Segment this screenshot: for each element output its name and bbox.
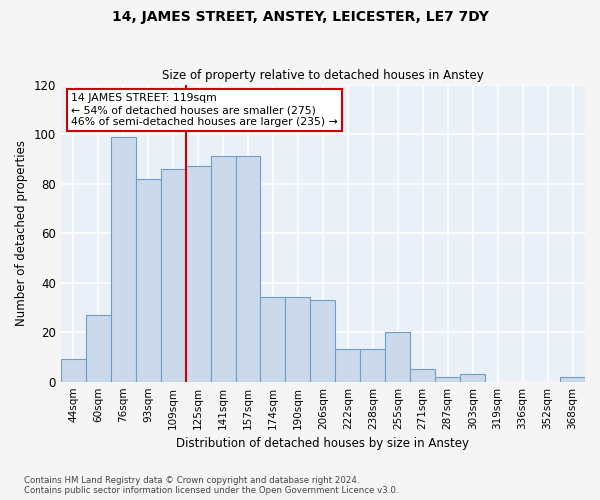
Bar <box>286 298 310 382</box>
Text: Contains HM Land Registry data © Crown copyright and database right 2024.
Contai: Contains HM Land Registry data © Crown c… <box>24 476 398 495</box>
Bar <box>111 136 136 382</box>
Bar <box>236 156 260 382</box>
Text: 14, JAMES STREET, ANSTEY, LEICESTER, LE7 7DY: 14, JAMES STREET, ANSTEY, LEICESTER, LE7… <box>112 10 488 24</box>
Bar <box>335 350 361 382</box>
Bar <box>435 376 460 382</box>
Bar <box>260 298 286 382</box>
Text: 14 JAMES STREET: 119sqm
← 54% of detached houses are smaller (275)
46% of semi-d: 14 JAMES STREET: 119sqm ← 54% of detache… <box>71 94 338 126</box>
Bar <box>185 166 211 382</box>
Y-axis label: Number of detached properties: Number of detached properties <box>15 140 28 326</box>
Bar <box>560 376 585 382</box>
Title: Size of property relative to detached houses in Anstey: Size of property relative to detached ho… <box>162 69 484 82</box>
Bar <box>136 178 161 382</box>
Bar <box>310 300 335 382</box>
Bar <box>61 360 86 382</box>
Bar <box>460 374 485 382</box>
X-axis label: Distribution of detached houses by size in Anstey: Distribution of detached houses by size … <box>176 437 469 450</box>
Bar <box>211 156 236 382</box>
Bar <box>86 315 111 382</box>
Bar <box>410 370 435 382</box>
Bar <box>385 332 410 382</box>
Bar <box>361 350 385 382</box>
Bar <box>161 168 185 382</box>
